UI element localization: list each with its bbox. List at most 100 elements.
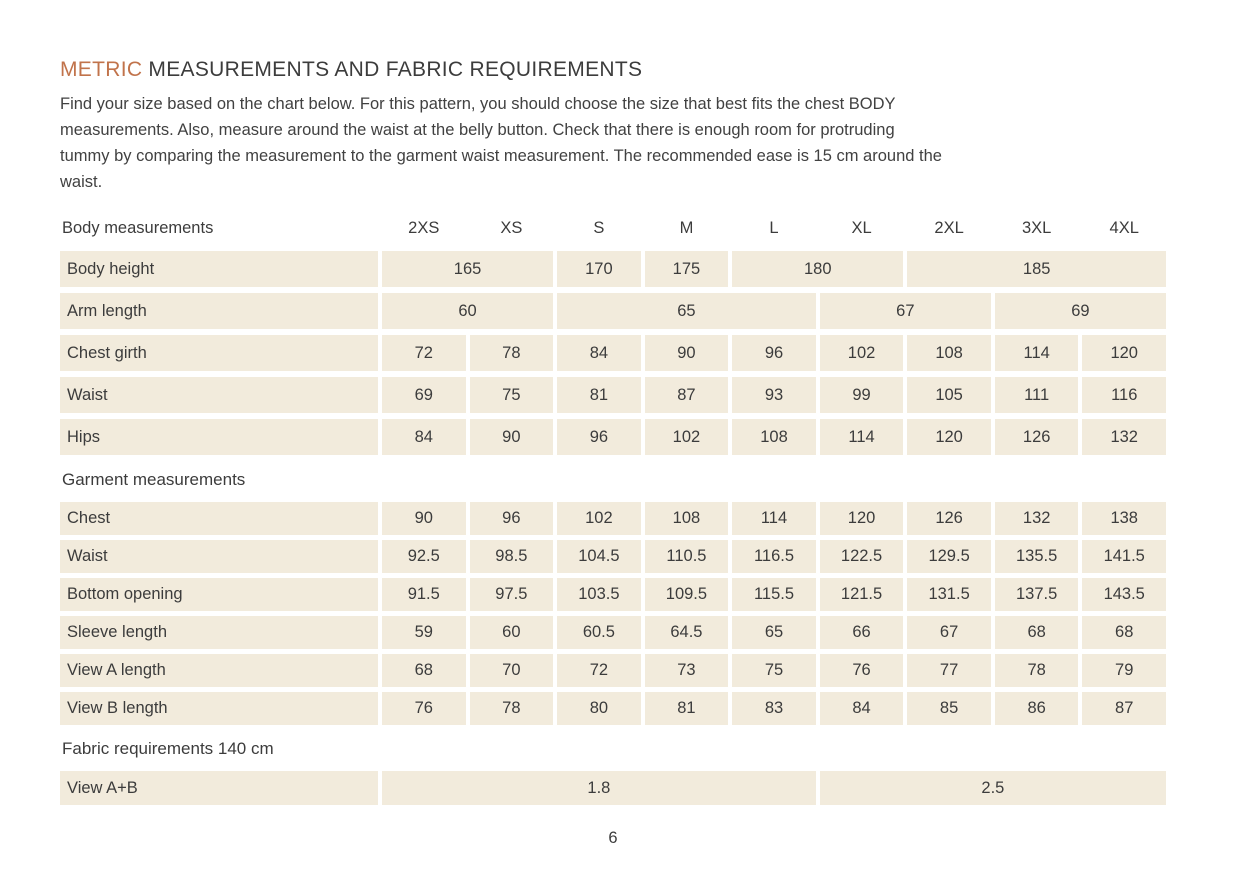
- value-cell: 114: [994, 335, 1079, 371]
- row-label: Chest girth: [60, 335, 378, 371]
- page-number: 6: [608, 829, 618, 847]
- value-cell: 65: [732, 616, 816, 649]
- value-cell: 80: [557, 692, 641, 725]
- page-content: METRIC MEASUREMENTS AND FABRIC REQUIREME…: [60, 58, 1166, 847]
- size-header-4xl: 4XL: [1109, 218, 1139, 237]
- table-row: Body height 165 170 175 180 185: [60, 251, 1166, 287]
- size-header-s: S: [593, 218, 605, 237]
- value-cell: 85: [907, 692, 991, 725]
- value-cell: 68: [382, 654, 466, 687]
- value-cell: 104.5: [557, 540, 641, 573]
- value-cell: 64.5: [644, 616, 729, 649]
- row-label: Chest: [60, 502, 378, 535]
- section-fabric-requirements: Fabric requirements 140 cm View A+B 1.8 2.5: [60, 730, 1166, 805]
- value-cell: 170: [557, 251, 641, 287]
- size-table: Body measurements 2XS XS S M L XL 2XL 3XL 4XL Body…: [60, 212, 1166, 805]
- section-body-measurements: Body height 165 170 175 180 185 Arm length 60 65…: [60, 251, 1166, 455]
- value-cell: 114: [819, 419, 904, 455]
- intro-paragraph: Find your size based on the chart below.…: [60, 95, 942, 191]
- value-cell: 79: [1082, 654, 1166, 687]
- table-header-row: Body measurements 2XS XS S M L XL 2XL 3XL 4XL: [60, 212, 1166, 244]
- value-cell: 68: [1082, 616, 1166, 649]
- value-cell: 68: [994, 616, 1079, 649]
- size-header-2xl: 2XL: [934, 218, 964, 237]
- value-cell: 96: [557, 419, 641, 455]
- value-cell: 122.5: [819, 540, 904, 573]
- table-row: Chest 90 96 102 108 114 120 126 132 138: [60, 502, 1166, 535]
- value-cell: 175: [644, 251, 729, 287]
- table-row: View A length 68 70 72 73 75 76 77 78 79: [60, 654, 1166, 687]
- value-cell: 99: [819, 377, 904, 413]
- table-row: Hips 84 90 96 102 108 114 120 126 132: [60, 419, 1166, 455]
- value-cell: 114: [732, 502, 816, 535]
- value-cell: 105: [907, 377, 991, 413]
- value-cell: 102: [819, 335, 904, 371]
- value-cell: 138: [1082, 502, 1166, 535]
- value-cell: 116: [1082, 377, 1166, 413]
- value-cell: 120: [819, 502, 904, 535]
- section-garment-measurements: Garment measurements Chest 90 96 102 108 114 12…: [60, 461, 1166, 725]
- value-cell: 108: [732, 419, 816, 455]
- size-header-m: M: [679, 218, 694, 237]
- value-cell: 65: [557, 293, 816, 329]
- value-cell: 98.5: [469, 540, 554, 573]
- value-cell: 109.5: [644, 578, 729, 611]
- table-row: Arm length 60 65 67 69: [60, 293, 1166, 329]
- value-cell: 86: [994, 692, 1079, 725]
- row-label: View A length: [60, 654, 378, 687]
- value-cell: 93: [732, 377, 816, 413]
- value-cell: 59: [382, 616, 466, 649]
- value-cell: 75: [732, 654, 816, 687]
- value-cell: 67: [907, 616, 991, 649]
- value-cell: 87: [644, 377, 729, 413]
- value-cell: 108: [644, 502, 729, 535]
- value-cell: 84: [557, 335, 641, 371]
- value-cell: 84: [382, 419, 466, 455]
- value-cell: 137.5: [994, 578, 1079, 611]
- value-cell: 76: [819, 654, 904, 687]
- value-cell: 77: [907, 654, 991, 687]
- value-cell: 78: [994, 654, 1079, 687]
- value-cell: 116.5: [732, 540, 816, 573]
- value-cell: 185: [907, 251, 1166, 287]
- value-cell: 126: [907, 502, 991, 535]
- value-cell: 96: [732, 335, 816, 371]
- value-cell: 180: [732, 251, 904, 287]
- page-title-accent: METRIC: [60, 58, 143, 81]
- table-row: Chest girth 72 78 84 90 96 102 108 114 120: [60, 335, 1166, 371]
- table-row: Bottom opening 91.5 97.5 103.5 109.5 115.5 121…: [60, 578, 1166, 611]
- section-title: Garment measurements: [62, 470, 246, 489]
- size-header-xl: XL: [851, 218, 872, 237]
- value-cell: 72: [382, 335, 466, 371]
- value-cell: 102: [644, 419, 729, 455]
- value-cell: 103.5: [557, 578, 641, 611]
- value-cell: 135.5: [994, 540, 1079, 573]
- value-cell: 60: [469, 616, 554, 649]
- value-cell: 111: [994, 377, 1079, 413]
- value-cell: 69: [994, 293, 1166, 329]
- value-cell: 76: [382, 692, 466, 725]
- value-cell: 120: [907, 419, 991, 455]
- value-cell: 73: [644, 654, 729, 687]
- section-title: Fabric requirements 140 cm: [62, 739, 274, 758]
- value-cell: 66: [819, 616, 904, 649]
- row-label: Waist: [60, 377, 378, 413]
- table-row: Waist 69 75 81 87 93 99 105 111 116: [60, 377, 1166, 413]
- page-title-rest: MEASUREMENTS AND FABRIC REQUIREMENTS: [142, 58, 643, 81]
- table-header-label: Body measurements: [62, 218, 214, 237]
- value-cell: 92.5: [382, 540, 466, 573]
- value-cell: 84: [819, 692, 904, 725]
- row-label: Arm length: [60, 293, 378, 329]
- value-cell: 126: [994, 419, 1079, 455]
- value-cell: 83: [732, 692, 816, 725]
- value-cell: 69: [382, 377, 466, 413]
- value-cell: 87: [1082, 692, 1166, 725]
- value-cell: 121.5: [819, 578, 904, 611]
- value-cell: 78: [469, 335, 554, 371]
- value-cell: 81: [557, 377, 641, 413]
- row-label: Hips: [60, 419, 378, 455]
- value-cell: 1.8: [382, 771, 816, 805]
- value-cell: 70: [469, 654, 554, 687]
- row-label: Sleeve length: [60, 616, 378, 649]
- value-cell: 78: [469, 692, 554, 725]
